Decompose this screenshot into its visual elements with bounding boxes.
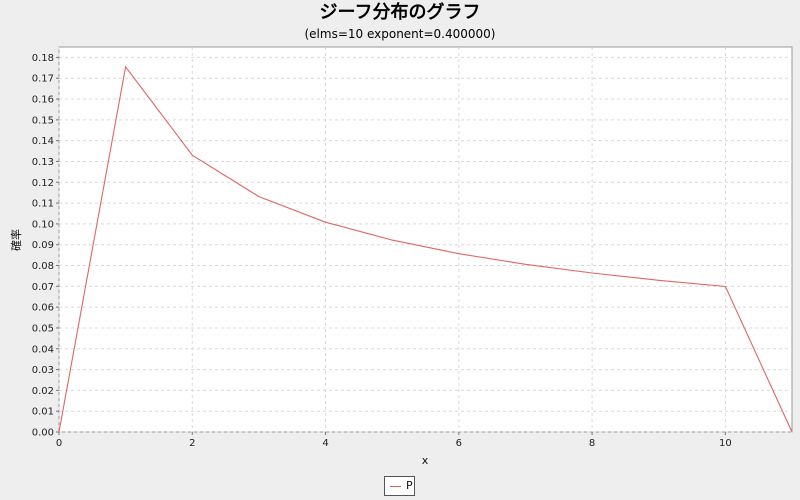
x-tick-label: 6 — [456, 438, 462, 449]
legend-swatch-p — [390, 486, 401, 487]
y-tick-label: 0.18 — [32, 53, 54, 64]
legend: P — [384, 476, 415, 496]
chart-title: ジーフ分布のグラフ — [320, 1, 481, 23]
y-tick-label: 0.17 — [32, 74, 54, 85]
y-tick-label: 0.00 — [32, 428, 54, 439]
y-tick-label: 0.14 — [32, 136, 54, 147]
y-tick-label: 0.15 — [32, 115, 54, 126]
y-tick-label: 0.06 — [32, 303, 54, 314]
x-tick-label: 10 — [719, 438, 732, 449]
x-tick-label: 4 — [322, 438, 328, 449]
series-line-p — [58, 65, 793, 433]
y-tick-label: 0.10 — [32, 219, 54, 230]
y-tick-label: 0.12 — [32, 178, 54, 189]
y-tick-label: 0.05 — [32, 323, 54, 334]
y-tick-label: 0.07 — [32, 282, 54, 293]
y-tick-label: 0.03 — [32, 365, 54, 376]
ticks-layer: 0.00 0.01 0.02 0.03 0.04 0.05 0.06 0.07 0.08 0.09… — [32, 53, 732, 449]
y-tick-label: 0.16 — [32, 95, 54, 106]
plot-area — [58, 46, 793, 433]
y-tick-label: 0.11 — [32, 199, 54, 210]
x-tick-label: 0 — [56, 438, 62, 449]
y-tick-label: 0.04 — [32, 344, 54, 355]
y-tick-label: 0.13 — [32, 157, 54, 168]
x-tick-label: 8 — [589, 438, 595, 449]
chart-subtitle: (elms=10 exponent=0.400000) — [304, 27, 495, 41]
y-tick-label: 0.02 — [32, 386, 54, 397]
x-tick-label: 2 — [189, 438, 195, 449]
y-axis-label: 確率 — [9, 229, 23, 251]
grid-layer — [58, 47, 792, 433]
x-axis-label: x — [422, 454, 429, 467]
series-layer — [58, 65, 793, 433]
y-tick-label: 0.01 — [32, 407, 54, 418]
legend-label-p: P — [406, 479, 413, 492]
y-tick-label: 0.09 — [32, 240, 54, 251]
y-tick-label: 0.08 — [32, 261, 54, 272]
